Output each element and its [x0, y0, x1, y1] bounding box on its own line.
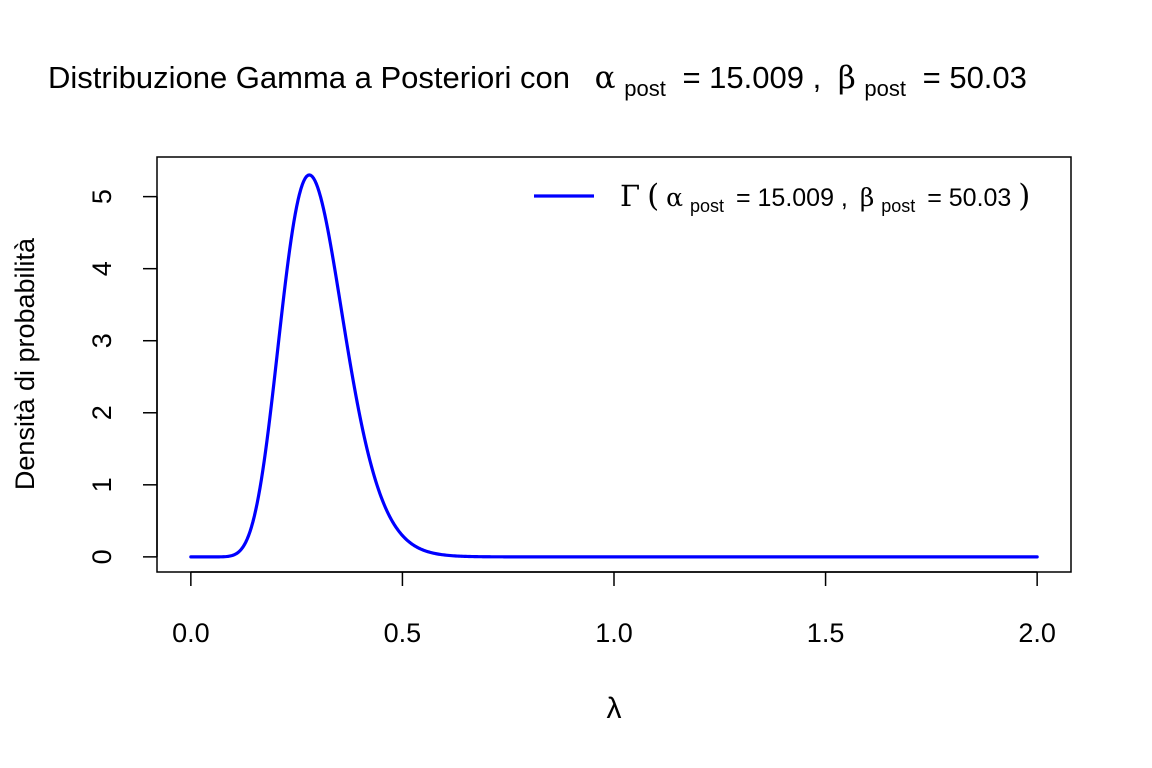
title-alpha-symbol: α	[595, 60, 616, 96]
legend-alpha-subscript: post	[690, 196, 724, 216]
legend-open-paren: (	[647, 178, 659, 214]
legend-beta-value: = 50.03	[927, 184, 1011, 212]
x-tick-label: 1.5	[807, 618, 845, 648]
x-tick-label: 1.0	[595, 618, 633, 648]
legend-alpha-symbol: α	[666, 183, 683, 212]
chart-title: Distribuzione Gamma a Posteriori con α p…	[48, 60, 1027, 103]
legend-alpha-value: = 15.009 ,	[736, 184, 848, 212]
x-tick-label: 0.5	[384, 618, 422, 648]
y-tick-label: 5	[87, 189, 117, 204]
legend: Γ ( α post = 15.009 , β post = 50.03 )	[534, 178, 1030, 218]
legend-gamma-symbol: Γ	[620, 179, 640, 213]
y-tick-label: 4	[87, 261, 117, 276]
x-axis: 0.0 0.5 1.0 1.5 2.0	[172, 572, 1056, 648]
title-beta-symbol: β	[838, 60, 856, 96]
y-axis-label: Densità di probabilità	[10, 237, 40, 490]
x-tick-label: 2.0	[1018, 618, 1056, 648]
x-tick-label: 0.0	[172, 618, 210, 648]
legend-close-paren: )	[1018, 178, 1030, 214]
title-beta-subscript: post	[864, 76, 906, 101]
title-beta-value: = 50.03	[923, 60, 1027, 95]
title-alpha-subscript: post	[624, 76, 666, 101]
title-prefix: Distribuzione Gamma a Posteriori con	[48, 60, 570, 95]
y-tick-label: 3	[87, 333, 117, 348]
y-tick-label: 1	[87, 477, 117, 492]
legend-beta-subscript: post	[881, 196, 915, 216]
title-alpha-value: = 15.009 ,	[682, 60, 821, 95]
x-axis-label: λ	[607, 692, 622, 725]
y-tick-label: 2	[87, 405, 117, 420]
series-line-gamma-posterior	[191, 175, 1037, 557]
y-tick-label: 0	[87, 549, 117, 564]
y-axis: 0 1 2 3 4 5	[87, 189, 157, 564]
legend-label: Γ ( α post = 15.009 , β post = 50.03 )	[620, 178, 1030, 218]
legend-beta-symbol: β	[860, 183, 874, 212]
